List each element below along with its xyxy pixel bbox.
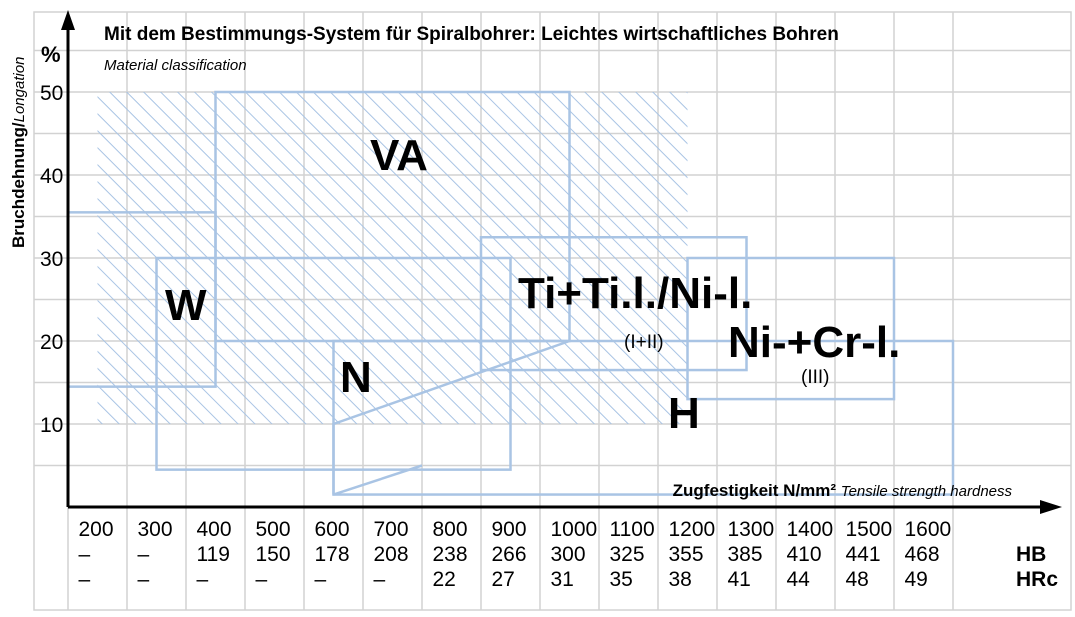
hb-value: 410 (787, 543, 822, 566)
hb-value: – (79, 543, 91, 566)
y-tick-label: 30 (40, 248, 63, 271)
hrc-value: 38 (669, 568, 692, 591)
hb-value: 238 (433, 543, 468, 566)
region-va-label: VA (370, 131, 428, 180)
x-tick-label: 800 (433, 518, 468, 541)
y-axis-label-main: Bruchdehnung/ (9, 122, 28, 248)
region-nicrl-outline (686, 256, 896, 401)
hb-value: – (138, 543, 150, 566)
x-tick-label: 500 (256, 518, 291, 541)
x-tick-label: 400 (197, 518, 232, 541)
hb-value: 208 (374, 543, 409, 566)
frame (33, 11, 1072, 611)
hb-value: 119 (197, 543, 230, 566)
regions (66, 90, 955, 496)
hb-value: 150 (256, 543, 291, 566)
x-tick-label: 1300 (728, 518, 775, 541)
hrc-value: 27 (492, 568, 515, 591)
hrc-value: 31 (551, 568, 574, 591)
y-tick-label: 50 (40, 82, 63, 105)
hrc-row-label: HRc (1016, 568, 1058, 591)
x-axis-label-italic: Tensile strength hardness (841, 483, 1013, 500)
hb-value: 441 (846, 543, 881, 566)
axes (61, 10, 1062, 514)
x-tick-label: 300 (138, 518, 173, 541)
hb-value: 178 (315, 543, 350, 566)
hb-value: 300 (551, 543, 586, 566)
x-tick-label: 700 (374, 518, 409, 541)
x-tick-label: 1100 (610, 518, 655, 541)
hb-row-label: HB (1016, 543, 1046, 566)
region-n-label: N (340, 353, 372, 402)
region-h-outline (332, 339, 955, 496)
hb-value: 385 (728, 543, 763, 566)
region-titilnil-sublabel: (I+II) (624, 332, 664, 353)
y-tick-label: 40 (40, 165, 63, 188)
y-tick-label: 20 (40, 331, 63, 354)
hb-value: 468 (905, 543, 940, 566)
chart-subtitle: Material classification (104, 57, 247, 74)
hrc-value: 41 (728, 568, 751, 591)
region-titilnil-label: Ti+Ti.l./Ni-l. (518, 269, 752, 318)
hrc-value: – (315, 568, 327, 591)
y-axis-label-italic: Longation (11, 56, 28, 122)
x-axis-label: Zugfestigkeit N/mm² Tensile strength har… (673, 481, 1013, 500)
hrc-value: 49 (905, 568, 928, 591)
x-tick-label: 1400 (787, 518, 834, 541)
hrc-value: 48 (846, 568, 869, 591)
hrc-value: – (138, 568, 150, 591)
y-axis-unit: % (41, 42, 61, 67)
x-axis-label-main: Zugfestigkeit N/mm² (673, 481, 841, 500)
pointer-line (332, 339, 570, 495)
hrc-value: – (197, 568, 209, 591)
y-axis-label: Bruchdehnung/Longation (9, 56, 28, 248)
y-tick-label: 10 (40, 414, 63, 437)
x-tick-label: 1200 (669, 518, 716, 541)
x-tick-label: 1000 (551, 518, 598, 541)
labels: Mit dem Bestimmungs-System für Spiralboh… (9, 24, 1058, 591)
hrc-value: 35 (610, 568, 633, 591)
hrc-value: 22 (433, 568, 456, 591)
region-w-label: W (165, 281, 207, 330)
y-axis-arrow-icon (61, 10, 75, 30)
hb-value: 355 (669, 543, 704, 566)
x-axis-arrow-icon (1040, 500, 1062, 514)
hrc-value: – (374, 568, 386, 591)
region-h-label: H (668, 389, 700, 438)
region-nicrl-label: Ni-+Cr-l. (728, 318, 900, 367)
x-tick-label: 200 (79, 518, 114, 541)
hrc-value: – (256, 568, 268, 591)
x-tick-label: 1600 (905, 518, 952, 541)
hrc-value: 44 (787, 568, 811, 591)
x-tick-label: 600 (315, 518, 350, 541)
pointer-line (333, 464, 423, 496)
x-tick-label: 900 (492, 518, 527, 541)
x-tick-label: 1500 (846, 518, 893, 541)
region-titilnil-outline (479, 236, 748, 372)
chart-title: Mit dem Bestimmungs-System für Spiralboh… (104, 24, 839, 45)
hrc-value: – (79, 568, 91, 591)
hb-value: 325 (610, 543, 645, 566)
hb-value: 266 (492, 543, 527, 566)
region-nicrl-sublabel: (III) (801, 367, 830, 388)
